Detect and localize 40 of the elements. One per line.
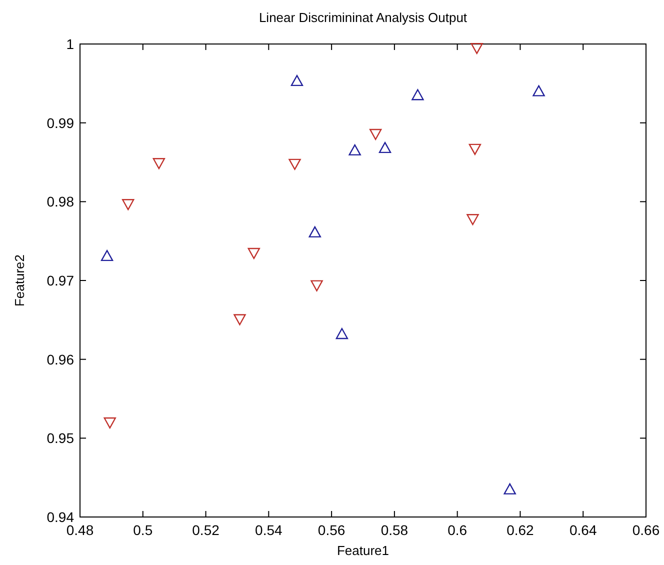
x-tick-label: 0.5 — [133, 522, 153, 538]
x-tick-label: 0.66 — [632, 522, 660, 538]
point — [468, 144, 482, 155]
point — [288, 158, 301, 170]
chart-title: Linear Discrimininat Analysis Output — [258, 10, 468, 25]
x-tick-label: 0.64 — [569, 522, 597, 538]
point — [104, 417, 116, 428]
y-axis-title: Feature2 — [12, 254, 27, 307]
x-tick-label: 0.6 — [448, 522, 468, 538]
point — [412, 89, 424, 100]
point — [290, 74, 304, 86]
y-tick-label: 1 — [66, 36, 74, 52]
point — [532, 85, 545, 96]
point — [369, 128, 382, 140]
point — [152, 158, 166, 170]
point — [122, 199, 134, 210]
y-tick-label: 0.94 — [46, 509, 74, 525]
x-tick-label: 0.52 — [192, 522, 220, 538]
x-tick-label: 0.62 — [506, 522, 534, 538]
y-tick-label: 0.99 — [46, 114, 74, 131]
y-tick-label: 0.96 — [46, 351, 74, 368]
point — [470, 42, 483, 54]
point — [248, 248, 260, 260]
y-tick-label: 0.97 — [46, 272, 74, 288]
x-tick-label: 0.56 — [318, 522, 346, 538]
x-axis-title: Feature1 — [336, 543, 390, 558]
point — [100, 250, 114, 262]
x-tick-label: 0.54 — [255, 522, 283, 538]
point — [336, 328, 348, 340]
x-tick-label: 0.48 — [66, 522, 94, 538]
y-tick-label: 0.95 — [46, 430, 74, 446]
point — [308, 226, 321, 238]
point — [378, 142, 392, 154]
y-tick-label: 0.98 — [46, 194, 74, 210]
point — [234, 314, 246, 326]
x-tick-label: 0.58 — [380, 522, 408, 538]
point — [310, 280, 323, 292]
point — [504, 483, 516, 494]
point — [348, 144, 361, 156]
point — [466, 214, 479, 226]
